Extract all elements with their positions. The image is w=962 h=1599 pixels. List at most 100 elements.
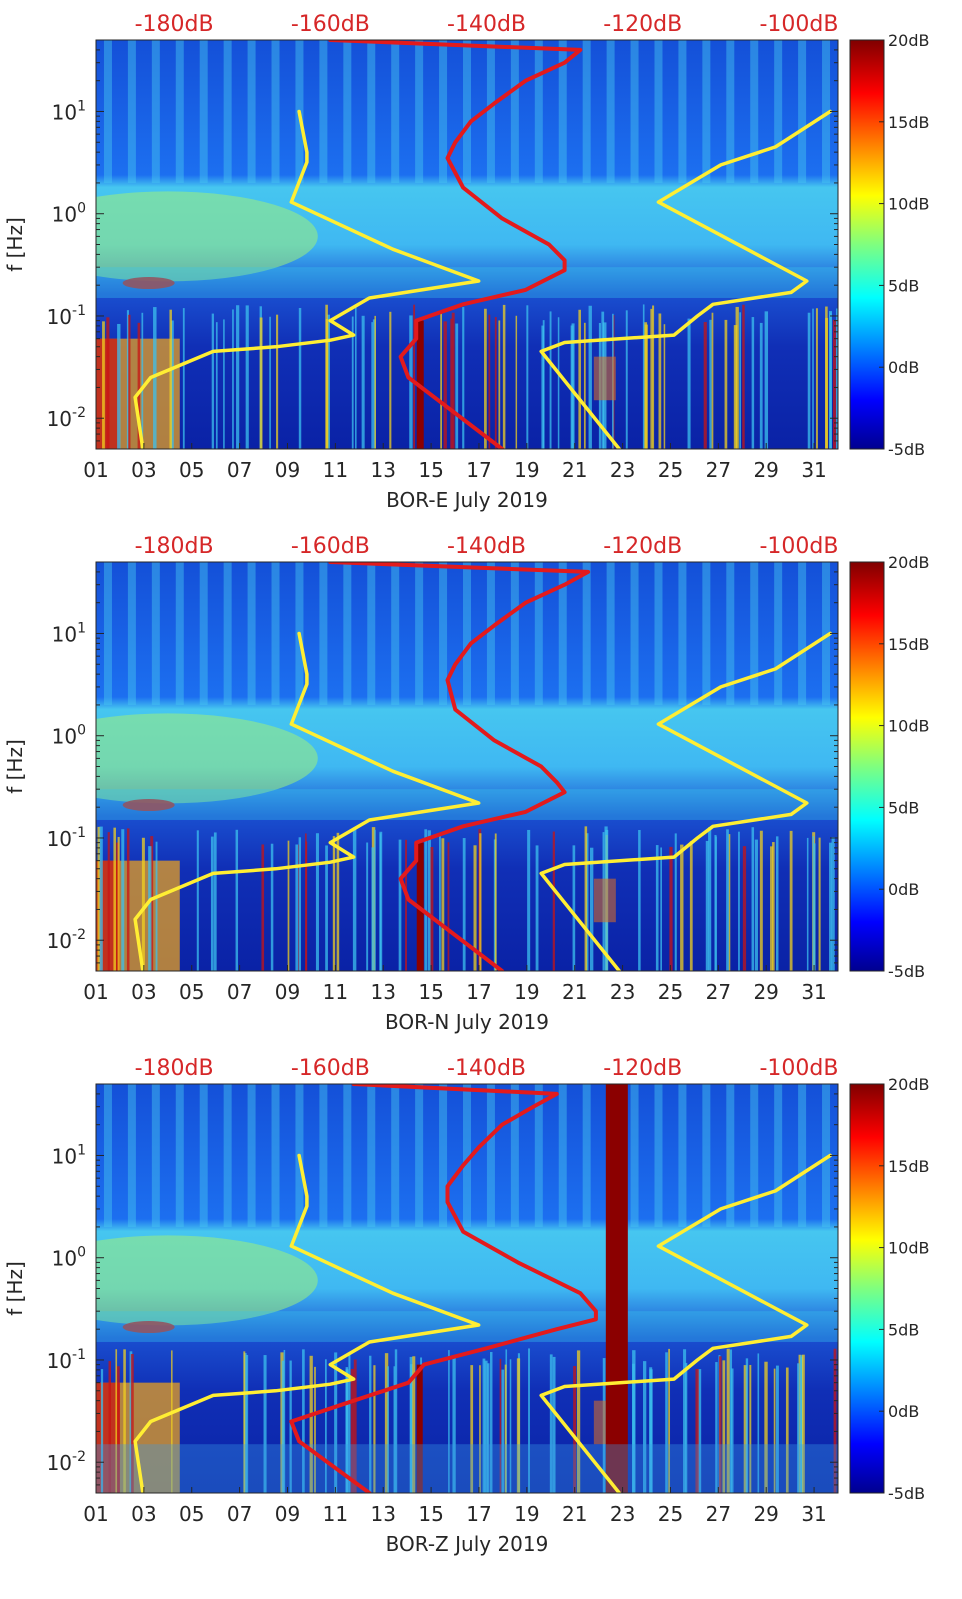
x-tick-label: 15	[418, 458, 443, 482]
x-tick-label: 13	[370, 458, 395, 482]
colorbar-tick-label: 20dB	[888, 1075, 930, 1094]
y-tick-label: 101	[52, 98, 86, 124]
colorbar-tick-label: 5dB	[888, 1320, 919, 1339]
y-tick-label: 101	[52, 1142, 86, 1168]
x-tick-label: 09	[275, 980, 300, 1004]
colorbar-tick-label: 15dB	[888, 635, 930, 654]
x-tick-label: 03	[131, 458, 156, 482]
colorbar-tick-label: -5dB	[888, 1484, 925, 1503]
x-tick-label: 17	[466, 1502, 491, 1526]
colorbar-tick-label: -5dB	[888, 962, 925, 981]
x-tick-label: 01	[83, 980, 108, 1004]
top-db-label: -180dB	[135, 1056, 214, 1081]
colorbar-gradient	[849, 561, 885, 972]
colorbar-tick-label: 20dB	[888, 553, 930, 572]
x-tick-label: 09	[275, 458, 300, 482]
spectrogram-panel: 01 03 05 07 09 11 13 15 17 19 21 23 25 27 29 31 BOR-N Ju…	[3, 534, 930, 1034]
x-tick-label: 05	[179, 1502, 204, 1526]
colorbar-tick-label: 0dB	[888, 358, 919, 377]
x-tick-label: 19	[514, 458, 539, 482]
x-tick-label: 25	[658, 1502, 683, 1526]
colorbar: 20dB 15dB 10dB 5dB 0dB -5dB	[849, 553, 930, 981]
colorbar-tick-label: 5dB	[888, 798, 919, 817]
x-tick-label: 05	[179, 980, 204, 1004]
top-db-label: -180dB	[135, 12, 214, 37]
x-tick-label: 07	[227, 980, 252, 1004]
y-tick-label: 10-1	[47, 1347, 86, 1373]
x-tick-label: 17	[466, 980, 491, 1004]
colorbar-tick-label: 5dB	[888, 276, 919, 295]
x-tick-label: 23	[610, 1502, 635, 1526]
noise-model-curves	[133, 562, 832, 971]
top-db-label: -140dB	[447, 1056, 526, 1081]
x-tick-label: 25	[658, 458, 683, 482]
x-tick-label: 27	[706, 458, 731, 482]
x-tick-label: 11	[323, 458, 348, 482]
x-tick-label: 29	[753, 458, 778, 482]
spectrogram-panel: 01 03 05 07 09 11 13 15 17 19 21 23 25 27 29 31 BOR-Z Ju…	[3, 1056, 930, 1556]
colorbar-tick-label: 15dB	[888, 113, 930, 132]
x-tick-label: 21	[562, 980, 587, 1004]
x-tick-label: 21	[562, 458, 587, 482]
colorbar-gradient	[849, 1083, 885, 1494]
x-axis-label: BOR-E July 2019	[386, 488, 548, 512]
x-tick-label: 19	[514, 980, 539, 1004]
colorbar-gradient	[849, 39, 885, 450]
colorbar-tick-label: 10dB	[888, 1239, 930, 1258]
x-tick-label: 31	[801, 980, 826, 1004]
noise-model-curves	[133, 1084, 832, 1493]
noise-model-curves	[133, 40, 832, 449]
x-tick-label: 27	[706, 1502, 731, 1526]
x-tick-label: 07	[227, 458, 252, 482]
top-db-label: -100dB	[759, 12, 838, 37]
top-db-label: -120dB	[603, 1056, 682, 1081]
colorbar-tick-label: 15dB	[888, 1157, 930, 1176]
x-tick-label: 29	[753, 1502, 778, 1526]
top-db-label: -100dB	[759, 1056, 838, 1081]
x-tick-label: 19	[514, 1502, 539, 1526]
top-db-label: -180dB	[135, 534, 214, 559]
colorbar: 20dB 15dB 10dB 5dB 0dB -5dB	[849, 31, 930, 459]
x-tick-label: 05	[179, 458, 204, 482]
top-db-label: -120dB	[603, 534, 682, 559]
noise-model-curve	[539, 631, 832, 971]
y-tick-label: 10-1	[47, 303, 86, 329]
x-tick-label: 09	[275, 1502, 300, 1526]
x-tick-label: 17	[466, 458, 491, 482]
x-tick-label: 03	[131, 980, 156, 1004]
colorbar-tick-label: -5dB	[888, 440, 925, 459]
x-tick-label: 23	[610, 980, 635, 1004]
top-db-label: -120dB	[603, 12, 682, 37]
y-axis-label: f [Hz]	[3, 739, 27, 794]
x-tick-label: 25	[658, 980, 683, 1004]
noise-model-curve	[133, 631, 481, 971]
y-tick-label: 10-2	[47, 927, 86, 953]
x-tick-label: 31	[801, 458, 826, 482]
top-db-label: -160dB	[291, 1056, 370, 1081]
noise-model-curve	[539, 109, 832, 449]
x-tick-label: 03	[131, 1502, 156, 1526]
colorbar-tick-label: 10dB	[888, 717, 930, 736]
x-tick-label: 11	[323, 1502, 348, 1526]
top-db-label: -140dB	[447, 12, 526, 37]
x-tick-label: 13	[370, 980, 395, 1004]
y-axis-label: f [Hz]	[3, 217, 27, 272]
x-tick-label: 13	[370, 1502, 395, 1526]
x-axis-label: BOR-N July 2019	[385, 1010, 549, 1034]
y-tick-label: 10-1	[47, 825, 86, 851]
noise-model-curve	[133, 109, 481, 449]
x-tick-label: 23	[610, 458, 635, 482]
colorbar-tick-label: 0dB	[888, 1402, 919, 1421]
x-tick-label: 07	[227, 1502, 252, 1526]
colorbar-tick-label: 10dB	[888, 195, 930, 214]
x-tick-label: 15	[418, 980, 443, 1004]
colorbar-tick-label: 20dB	[888, 31, 930, 50]
x-tick-label: 31	[801, 1502, 826, 1526]
top-db-label: -160dB	[291, 12, 370, 37]
y-tick-label: 100	[52, 723, 86, 749]
station-noise-curve	[289, 1084, 598, 1493]
colorbar-tick-label: 0dB	[888, 880, 919, 899]
top-db-label: -160dB	[291, 534, 370, 559]
y-axis-label: f [Hz]	[3, 1261, 27, 1316]
